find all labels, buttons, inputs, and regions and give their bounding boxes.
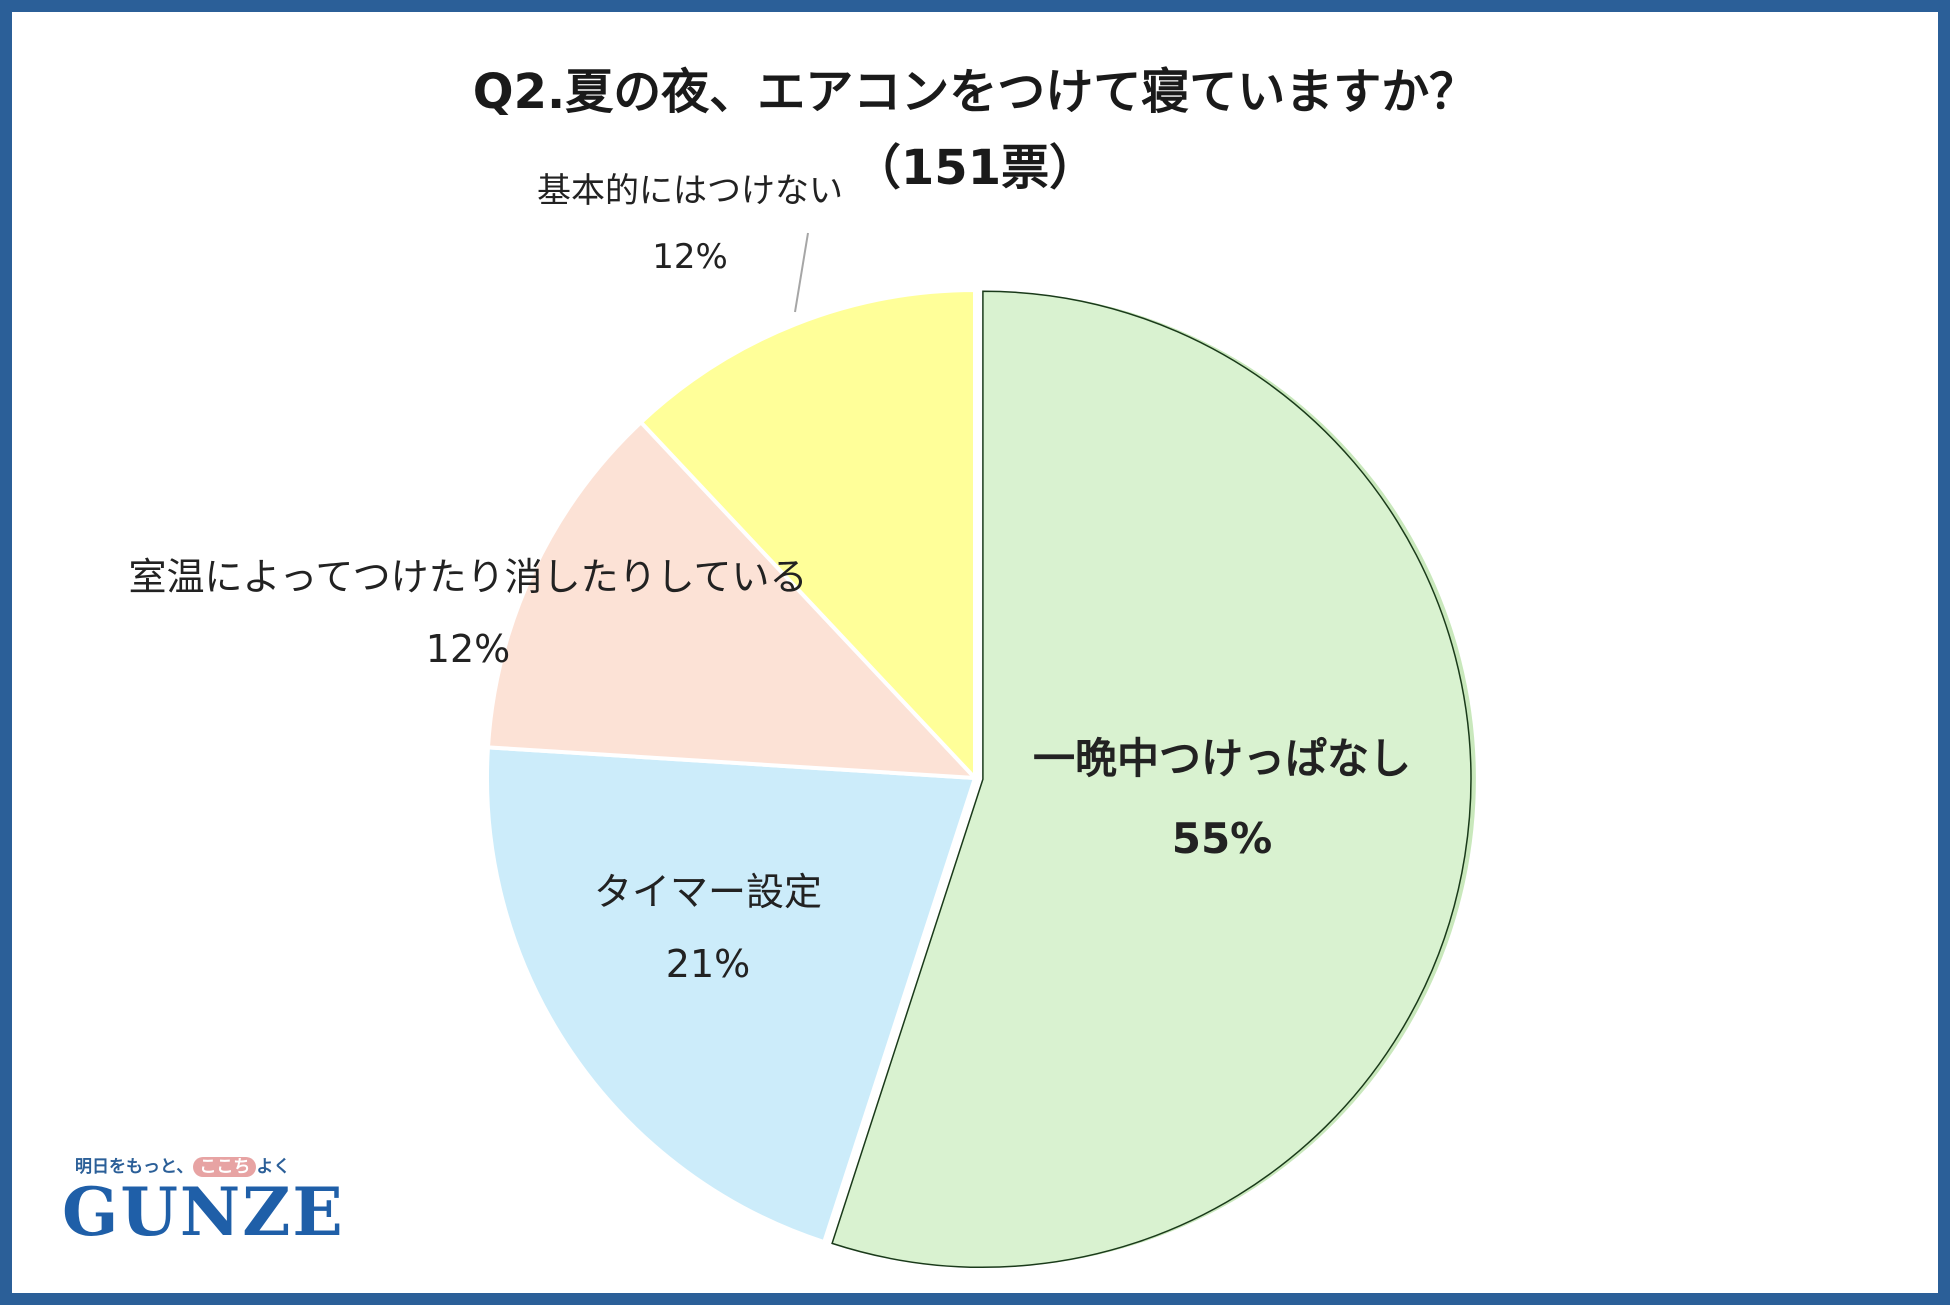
pie-slice	[638, 287, 977, 784]
slice-label: タイマー設定	[594, 870, 822, 914]
chart-title: Q2.夏の夜、エアコンをつけて寝ていますか？	[472, 64, 1478, 120]
pie-slice	[485, 745, 978, 1245]
slice-value-label: 12%	[652, 237, 728, 277]
slice-label: 一晩中つけっぱなし	[1033, 734, 1411, 783]
slice-label: 室温によってつけたり消したりしている	[128, 555, 807, 599]
slice-label: 基本的にはつけない	[537, 171, 843, 211]
logo-tagline-end: よく	[256, 1157, 291, 1177]
pie-slice	[485, 419, 980, 781]
logo-tagline-start: 明日をもっと、	[75, 1157, 194, 1177]
pie-slice	[831, 290, 1472, 1268]
slice-value-label: 21%	[666, 942, 750, 986]
logo-tagline: 明日をもっと、 ここち よく	[75, 1152, 290, 1177]
chart-subtitle: （151票）	[852, 140, 1098, 196]
slice-value-label: 12%	[426, 627, 510, 671]
logo-tagline-highlight: ここち	[193, 1157, 257, 1177]
gunze-logo: GUNZE	[62, 1173, 345, 1251]
slice-value-label: 55%	[1172, 814, 1273, 863]
leader-line	[794, 232, 809, 313]
